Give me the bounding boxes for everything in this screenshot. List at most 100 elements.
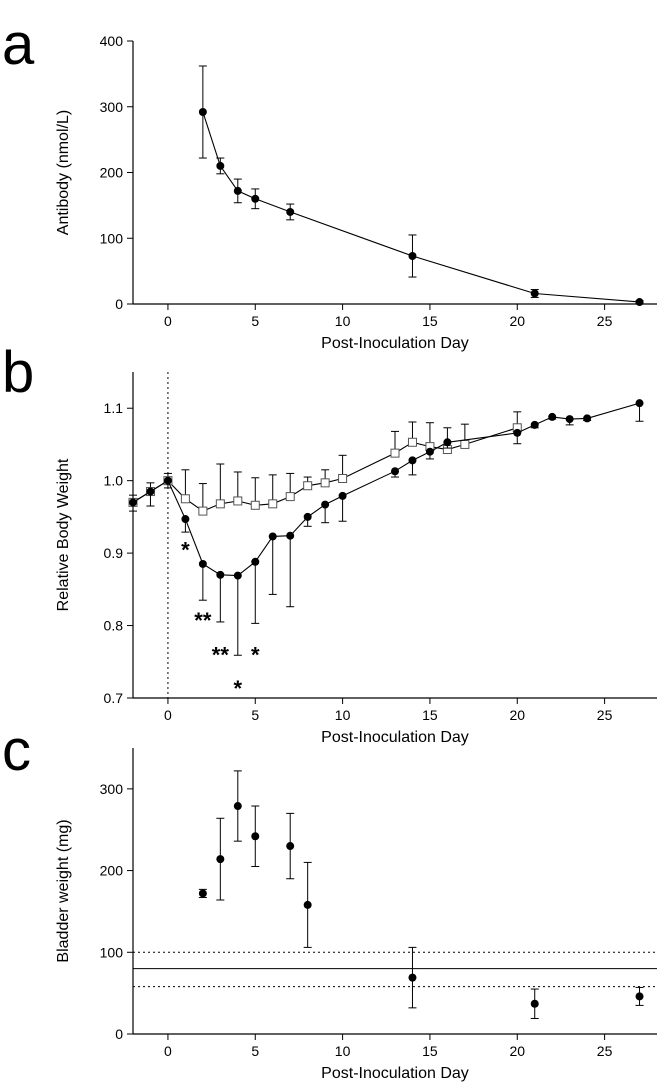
data-point-filled-circle — [198, 108, 207, 117]
panel-label-a: a — [2, 12, 35, 77]
data-point-open-square — [303, 481, 313, 491]
x-tick-label: 10 — [335, 707, 351, 723]
data-point-filled-circle — [251, 557, 260, 566]
panel-b: b 0 5 10 15 20 25 0.7 0.8 0.9 1.0 1.1 Post-Inoculat… — [2, 340, 657, 746]
data-point-open-square — [285, 492, 295, 502]
y-axis-title: Relative Body Weight — [55, 458, 72, 611]
data-point-filled-circle — [286, 842, 295, 851]
data-point-filled-circle — [530, 420, 539, 429]
x-tick-label: 5 — [251, 707, 259, 723]
data-point-open-square — [338, 473, 348, 483]
data-point-open-square — [233, 496, 243, 506]
x-tick-label: 25 — [597, 313, 613, 329]
panel-label-c: c — [2, 718, 31, 783]
y-tick-label: 1.0 — [104, 473, 124, 489]
y-tick-label: 400 — [100, 33, 124, 49]
y-tick-label: 100 — [100, 944, 124, 960]
x-tick-label: 5 — [251, 313, 259, 329]
significance-marker: ** — [194, 608, 212, 633]
series-line-filled-circle — [202, 111, 640, 303]
data-point-open-square — [215, 499, 225, 509]
data-point-filled-circle — [321, 500, 330, 509]
data-point-filled-circle — [233, 571, 242, 580]
data-point-filled-circle — [530, 999, 539, 1008]
data-point-filled-circle — [425, 447, 434, 456]
data-point-filled-circle — [198, 889, 207, 898]
y-tick-label: 1.1 — [104, 400, 124, 416]
x-tick-label: 20 — [509, 1043, 525, 1059]
data-point-filled-circle — [513, 428, 522, 437]
data-point-filled-circle — [286, 531, 295, 540]
y-tick-label: 0 — [115, 1026, 123, 1042]
data-point-open-square — [198, 506, 208, 516]
significance-marker: * — [234, 676, 243, 701]
data-point-filled-circle — [216, 855, 225, 864]
y-tick-label: 300 — [100, 781, 124, 797]
x-tick-label: 5 — [251, 1043, 259, 1059]
y-tick-label: 200 — [100, 863, 124, 879]
data-point-filled-circle — [233, 186, 242, 195]
y-axis-title: Antibody (nmol/L) — [55, 110, 72, 235]
x-axis-title: Post-Inoculation Day — [321, 729, 469, 746]
significance-marker: * — [181, 537, 190, 562]
y-tick-label: 0.8 — [104, 618, 124, 634]
data-point-filled-circle — [548, 412, 557, 421]
x-tick-label: 10 — [335, 1043, 351, 1059]
panel-a: a 0 5 10 15 20 25 0 100 200 300 400 Post-Inoculatio… — [2, 12, 657, 352]
data-point-filled-circle — [129, 498, 137, 507]
x-axis-title: Post-Inoculation Day — [321, 335, 469, 352]
data-point-filled-circle — [338, 491, 347, 500]
data-point-open-square — [390, 448, 400, 458]
data-point-filled-circle — [408, 252, 417, 261]
y-tick-label: 0 — [115, 296, 123, 312]
data-point-filled-circle — [408, 456, 417, 465]
series-line-filled-circle — [132, 402, 640, 577]
data-point-open-square — [460, 439, 470, 449]
data-point-filled-circle — [216, 161, 225, 170]
panel-c: c 0 5 10 15 20 25 0 100 200 300 Post-Inoculation D… — [2, 718, 657, 1082]
data-point-filled-circle — [216, 570, 225, 579]
data-point-filled-circle — [408, 973, 417, 982]
x-tick-label: 25 — [597, 1043, 613, 1059]
x-tick-label: 0 — [164, 1043, 172, 1059]
x-axis-title: Post-Inoculation Day — [321, 1065, 469, 1082]
y-axis-title: Bladder weight (mg) — [55, 819, 72, 962]
data-point-filled-circle — [391, 467, 399, 476]
data-point-filled-circle — [146, 487, 155, 496]
y-tick-label: 100 — [100, 230, 124, 246]
x-tick-label: 0 — [164, 707, 172, 723]
x-tick-label: 15 — [422, 313, 438, 329]
data-point-filled-circle — [251, 832, 260, 841]
x-tick-label: 20 — [509, 707, 525, 723]
panel-label-b: b — [2, 340, 34, 405]
data-point-filled-circle — [565, 415, 574, 424]
data-point-filled-circle — [635, 992, 644, 1001]
y-tick-label: 0.9 — [104, 545, 124, 561]
data-point-filled-circle — [635, 399, 644, 408]
x-tick-label: 15 — [422, 707, 438, 723]
data-point-open-square — [250, 500, 260, 510]
data-point-filled-circle — [303, 512, 312, 521]
data-point-open-square — [180, 494, 190, 504]
data-point-open-square — [407, 437, 417, 447]
data-point-filled-circle — [303, 900, 312, 909]
x-tick-label: 0 — [164, 313, 172, 329]
data-point-filled-circle — [163, 476, 172, 485]
data-point-filled-circle — [443, 438, 452, 447]
y-tick-label: 200 — [100, 165, 124, 181]
data-point-filled-circle — [268, 532, 277, 541]
data-point-filled-circle — [635, 298, 644, 307]
data-point-filled-circle — [583, 414, 592, 423]
x-tick-label: 10 — [335, 313, 351, 329]
significance-marker: ** — [212, 643, 230, 668]
y-tick-label: 0.7 — [104, 690, 124, 706]
x-tick-label: 15 — [422, 1043, 438, 1059]
y-tick-label: 300 — [100, 99, 124, 115]
data-point-filled-circle — [233, 802, 242, 811]
x-tick-label: 25 — [597, 707, 613, 723]
data-point-filled-circle — [251, 194, 260, 203]
data-point-filled-circle — [530, 289, 539, 298]
data-point-open-square — [320, 478, 330, 488]
significance-marker: * — [251, 643, 260, 668]
